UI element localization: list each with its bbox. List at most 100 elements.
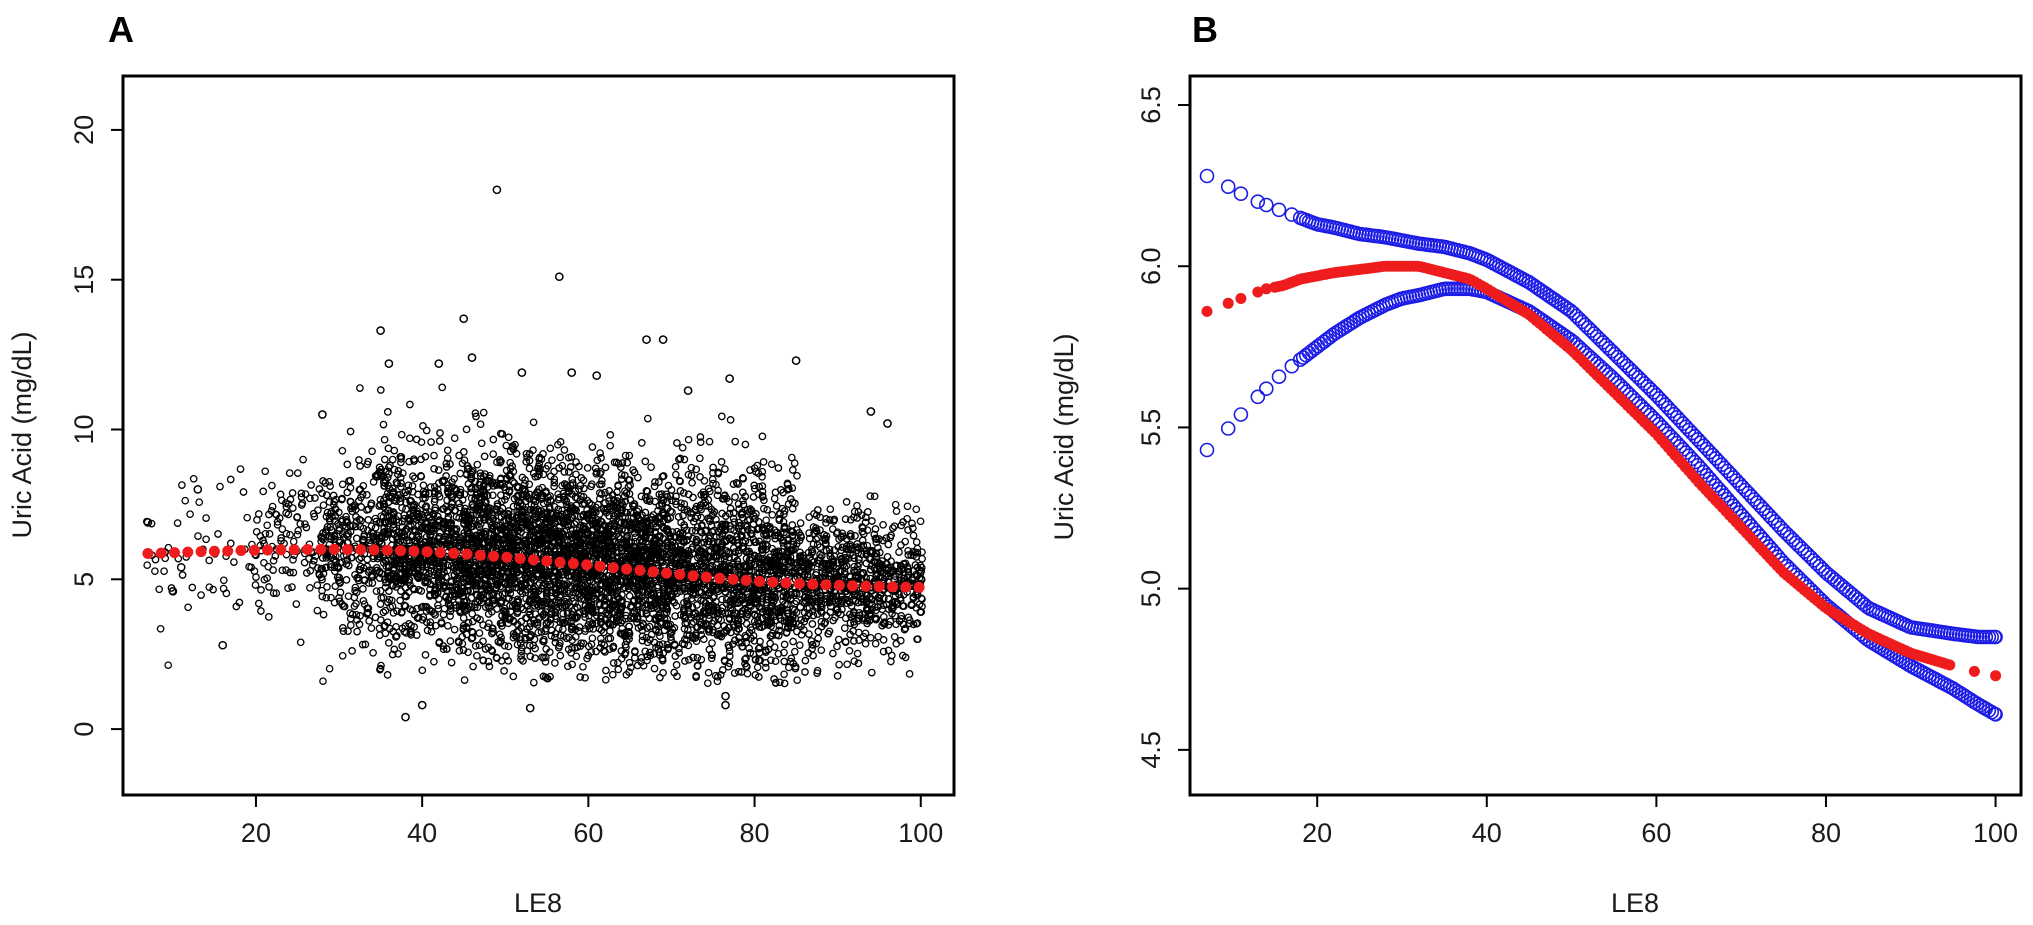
data-point [334, 508, 343, 517]
data-point [394, 467, 403, 475]
data-point [601, 463, 610, 472]
data-point [477, 439, 486, 448]
data-point [471, 581, 480, 590]
data-point [151, 567, 159, 576]
data-point [296, 520, 305, 528]
data-point [269, 589, 278, 597]
data-point [410, 585, 419, 594]
data-point [572, 652, 581, 661]
data-point [383, 408, 392, 416]
data-point [396, 596, 404, 605]
data-point [469, 662, 477, 671]
data-point [601, 675, 610, 684]
data-point [288, 583, 296, 591]
data-point [209, 585, 217, 594]
data-point [289, 568, 298, 577]
data-point [455, 646, 464, 655]
data-point [443, 645, 451, 653]
data-point [184, 603, 192, 612]
data-point [504, 642, 513, 651]
data-point [730, 669, 739, 677]
data-point [483, 623, 492, 632]
data-point [383, 618, 392, 627]
data-point [484, 657, 493, 666]
data-point [391, 526, 400, 535]
data-point [355, 565, 364, 574]
data-point [697, 655, 706, 664]
data-point [388, 484, 397, 493]
data-point [409, 501, 418, 510]
data-point [155, 585, 164, 594]
data-point [396, 494, 405, 502]
data-point [656, 632, 664, 641]
data-point [421, 490, 430, 499]
data-point [325, 477, 334, 486]
data-point [551, 659, 559, 667]
data-point [376, 386, 385, 394]
data-point [195, 498, 204, 507]
data-point [294, 526, 303, 535]
data-point [402, 505, 410, 514]
data-point [288, 489, 297, 497]
data-point [398, 642, 407, 650]
data-point [560, 446, 569, 454]
data-point [442, 459, 451, 468]
data-point [355, 515, 364, 524]
data-point [404, 481, 413, 490]
data-point [383, 671, 392, 679]
data-point [189, 474, 198, 483]
data-point [501, 527, 509, 536]
data-point [418, 524, 427, 533]
data-point [336, 579, 344, 587]
data-point [458, 588, 467, 596]
data-point [359, 585, 367, 593]
data-point [431, 611, 439, 619]
data-point [437, 618, 446, 626]
data-point [264, 613, 273, 621]
data-point [413, 572, 422, 581]
data-point [741, 440, 750, 449]
data-point [269, 566, 277, 574]
data-point [443, 446, 452, 455]
data-point [375, 552, 384, 561]
data-point [384, 598, 392, 607]
data-point [319, 610, 328, 619]
data-point [285, 469, 294, 477]
data-point [414, 510, 422, 519]
data-point [396, 473, 405, 482]
data-point [188, 583, 197, 592]
data-point [476, 420, 485, 429]
data-point [275, 514, 284, 522]
data-point [178, 571, 187, 579]
data-point [384, 498, 393, 506]
data-point [397, 430, 406, 439]
data-point [606, 441, 615, 450]
data-point [418, 666, 427, 675]
data-point [422, 426, 431, 435]
data-point [467, 468, 476, 477]
data-point [455, 638, 463, 647]
data-point [433, 485, 442, 494]
data-point [488, 596, 497, 605]
data-point [430, 451, 438, 460]
data-point [392, 478, 401, 487]
data-point [299, 455, 307, 464]
data-point [365, 617, 374, 625]
data-point [346, 621, 355, 630]
data-point [404, 486, 413, 495]
data-point [479, 637, 487, 646]
data-point [334, 564, 343, 572]
data-point [313, 581, 322, 590]
data-point [435, 437, 444, 445]
data-point [265, 530, 274, 538]
data-point [412, 631, 421, 639]
data-point [485, 471, 494, 480]
data-point [426, 483, 435, 491]
data-point [325, 664, 334, 673]
data-point [695, 454, 704, 463]
data-point [205, 556, 214, 565]
data-point [397, 458, 405, 467]
data-point [479, 656, 488, 665]
data-point [408, 482, 417, 490]
data-point [361, 640, 370, 649]
